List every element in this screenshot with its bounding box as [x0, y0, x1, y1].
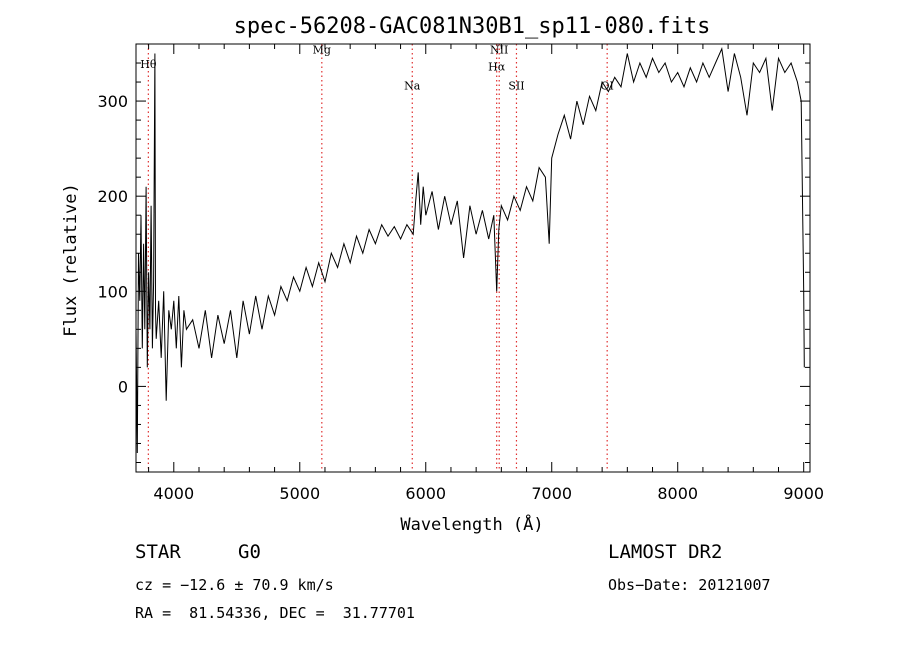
obs-date-text: Obs−Date: 20121007 — [608, 576, 771, 594]
plot-axes: 4000 5000 6000 7000 8000 9000 0 100 200 300 — [97, 43, 824, 503]
line-label-4: Hα — [488, 61, 506, 74]
x-tick-label-0: 4000 — [153, 484, 194, 503]
spectrum-series — [136, 47, 805, 454]
line-label-1: Mg — [313, 44, 331, 57]
x-tick-label-1: 5000 — [279, 484, 320, 503]
line-label-6: OI — [600, 80, 613, 93]
series-line-0 — [136, 47, 805, 454]
survey-label: LAMOST DR2 — [608, 541, 723, 563]
x-tick-label-4: 8000 — [657, 484, 698, 503]
line-label-5: SII — [508, 80, 524, 93]
line-label-3: NII — [490, 44, 508, 57]
line-label-0: Hθ — [140, 58, 157, 71]
x-tick-label-5: 9000 — [783, 484, 824, 503]
x-tick-label-2: 6000 — [405, 484, 446, 503]
x-tick-label-3: 7000 — [531, 484, 572, 503]
coordinates-text: RA = 81.54336, DEC = 31.77701 — [135, 604, 415, 622]
class-label: STAR — [135, 541, 181, 563]
y-tick-label-3: 300 — [97, 92, 128, 111]
y-tick-label-2: 200 — [97, 187, 128, 206]
line-label-2: Na — [404, 80, 421, 93]
plot-frame — [135, 43, 811, 473]
y-axis-label: Flux (relative) — [61, 183, 81, 337]
redshift-text: cz = −12.6 ± 70.9 km/s — [135, 576, 334, 594]
y-tick-label-1: 100 — [97, 282, 128, 301]
chart-title: spec-56208-GAC081N30B1_sp11-080.fits — [234, 14, 711, 39]
y-tick-label-0: 0 — [118, 377, 128, 396]
x-axis-label: Wavelength (Å) — [400, 513, 543, 535]
subclass-label: G0 — [238, 541, 261, 563]
